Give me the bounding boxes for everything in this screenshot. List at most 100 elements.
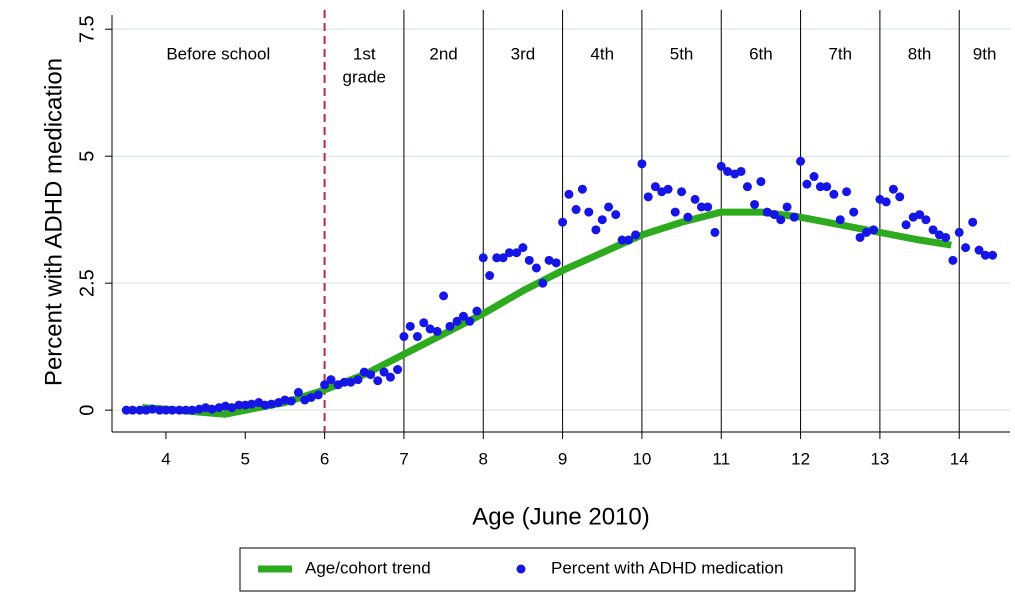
data-point bbox=[531, 263, 541, 273]
y-tick-label: 0 bbox=[76, 405, 98, 416]
data-point bbox=[888, 184, 898, 194]
data-point bbox=[756, 177, 766, 187]
x-tick-label: 9 bbox=[558, 449, 567, 468]
grade-label: 3rd bbox=[511, 44, 536, 63]
x-tick-label: 13 bbox=[870, 449, 889, 468]
data-point bbox=[861, 227, 871, 237]
data-point bbox=[696, 202, 706, 212]
data-point bbox=[121, 405, 131, 415]
data-point bbox=[611, 210, 621, 220]
data-point bbox=[690, 194, 700, 204]
data-point bbox=[366, 370, 376, 380]
data-point bbox=[472, 306, 482, 316]
x-tick-label: 11 bbox=[712, 449, 730, 468]
data-point bbox=[802, 179, 812, 189]
data-point bbox=[881, 197, 891, 207]
data-point bbox=[538, 278, 548, 288]
grade-label: 7th bbox=[828, 44, 852, 63]
data-point bbox=[425, 324, 435, 334]
grade-label: 8th bbox=[908, 44, 932, 63]
data-point bbox=[227, 403, 237, 413]
data-point bbox=[167, 405, 177, 415]
data-point bbox=[796, 156, 806, 166]
legend-label: Age/cohort trend bbox=[305, 558, 431, 577]
grade-label: 2nd bbox=[429, 44, 457, 63]
data-point bbox=[551, 258, 561, 268]
data-point bbox=[234, 400, 244, 410]
grade-label: 4th bbox=[590, 44, 614, 63]
data-point bbox=[855, 232, 865, 242]
data-point bbox=[405, 321, 415, 331]
x-tick-label: 5 bbox=[241, 449, 250, 468]
data-point bbox=[558, 217, 568, 227]
data-point bbox=[901, 220, 911, 230]
data-point bbox=[762, 207, 772, 217]
x-axis-label: Age (June 2010) bbox=[472, 503, 649, 530]
data-point bbox=[974, 245, 984, 255]
data-point bbox=[485, 271, 495, 281]
data-point bbox=[650, 182, 660, 192]
data-point bbox=[677, 187, 687, 197]
y-tick-label: 5 bbox=[76, 151, 98, 162]
x-tick-label: 10 bbox=[632, 449, 651, 468]
data-point bbox=[187, 405, 197, 415]
data-point bbox=[637, 159, 647, 169]
data-point bbox=[320, 380, 330, 390]
grade-label: grade bbox=[343, 67, 386, 86]
legend-box bbox=[239, 547, 856, 592]
data-point bbox=[571, 205, 581, 215]
data-point bbox=[822, 182, 832, 192]
data-point bbox=[716, 161, 726, 171]
x-tick-label: 8 bbox=[479, 449, 488, 468]
data-point bbox=[623, 235, 633, 245]
data-point bbox=[928, 225, 938, 235]
data-point bbox=[492, 253, 502, 263]
data-point bbox=[869, 225, 879, 235]
data-point bbox=[584, 207, 594, 217]
data-point bbox=[247, 399, 257, 409]
data-point bbox=[135, 405, 145, 415]
data-point bbox=[577, 184, 587, 194]
data-point bbox=[504, 248, 514, 258]
data-point bbox=[683, 212, 693, 222]
data-point bbox=[954, 227, 964, 237]
grade-label: Before school bbox=[166, 44, 270, 63]
data-point bbox=[941, 232, 951, 242]
data-point bbox=[339, 377, 349, 387]
data-point bbox=[458, 311, 468, 321]
y-tick-label: 2.5 bbox=[76, 269, 98, 297]
data-point bbox=[703, 202, 713, 212]
data-point bbox=[842, 187, 852, 197]
data-point bbox=[266, 399, 276, 409]
data-point bbox=[379, 367, 389, 377]
data-point bbox=[439, 291, 449, 301]
data-point bbox=[980, 250, 990, 260]
data-point bbox=[617, 235, 627, 245]
data-point bbox=[643, 192, 653, 202]
data-point bbox=[736, 166, 746, 176]
data-point bbox=[591, 225, 601, 235]
x-tick-label: 6 bbox=[320, 449, 329, 468]
data-point bbox=[835, 215, 845, 225]
data-point bbox=[326, 375, 336, 385]
data-point bbox=[373, 376, 383, 386]
data-point bbox=[895, 192, 905, 202]
data-point bbox=[829, 189, 839, 199]
data-point bbox=[750, 199, 760, 209]
data-point bbox=[128, 405, 138, 415]
data-point bbox=[524, 255, 534, 265]
data-point bbox=[452, 316, 462, 326]
data-point bbox=[597, 215, 607, 225]
y-axis-label: Percent with ADHD medication bbox=[40, 58, 67, 386]
grade-label: 5th bbox=[670, 44, 694, 63]
data-point bbox=[948, 255, 958, 265]
x-tick-label: 14 bbox=[950, 449, 969, 468]
data-point bbox=[849, 207, 859, 217]
data-point bbox=[174, 405, 184, 415]
data-point bbox=[968, 217, 978, 227]
data-point bbox=[631, 230, 641, 240]
data-point bbox=[769, 210, 779, 220]
data-point bbox=[393, 365, 403, 375]
data-point bbox=[346, 377, 356, 387]
data-point bbox=[604, 202, 614, 212]
